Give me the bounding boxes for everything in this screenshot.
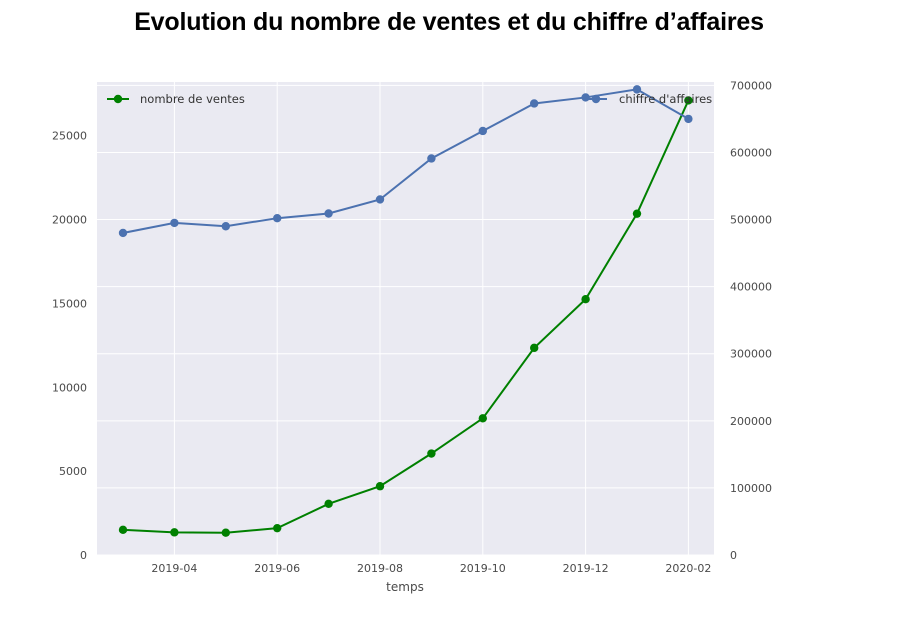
data-point-nombre-de-ventes (581, 295, 590, 304)
data-point-chiffre-d-affaires (170, 218, 179, 228)
right-tick-label: 100000 (730, 482, 772, 495)
x-tick-label: 2019-06 (254, 562, 300, 575)
legend-left: nombre de ventes (107, 92, 245, 106)
data-point-chiffre-d-affaires (530, 99, 539, 108)
chart-title: Evolution du nombre de ventes et du chif… (134, 8, 764, 36)
data-point-chiffre-d-affaires (427, 154, 436, 163)
legend-right: chiffre d'affaires (585, 92, 712, 106)
data-point-chiffre-d-affaires (684, 114, 693, 124)
plot-area (97, 82, 714, 555)
left-axis-ticks: 0 5000 10000 15000 20000 25000 (52, 130, 87, 562)
data-point-nombre-de-ventes (273, 523, 282, 533)
data-point-chiffre-d-affaires (221, 222, 230, 231)
data-point-chiffre-d-affaires (581, 93, 590, 102)
right-tick-label: 300000 (730, 348, 772, 361)
data-point-chiffre-d-affaires (632, 85, 642, 94)
legend-marker (591, 94, 601, 104)
x-axis-ticks: 2019-04 2019-06 2019-08 2019-10 2019-12 2020-… (151, 562, 711, 575)
series-nombre-de-ventes (118, 96, 693, 537)
left-tick-label: 10000 (52, 381, 87, 394)
data-point-nombre-de-ventes (478, 414, 487, 423)
legend-label: nombre de ventes (140, 92, 245, 106)
right-tick-label: 500000 (730, 214, 772, 227)
data-point-nombre-de-ventes (632, 209, 642, 218)
data-point-nombre-de-ventes (375, 482, 385, 491)
right-tick-label: 400000 (730, 281, 772, 294)
data-point-chiffre-d-affaires (375, 195, 385, 204)
legend-marker (113, 94, 123, 104)
left-tick-label: 20000 (52, 214, 87, 227)
left-tick-label: 15000 (52, 297, 87, 310)
left-tick-label: 25000 (52, 130, 87, 143)
right-axis-ticks: 0 100000 200000 300000 400000 500000 600000 700… (730, 79, 772, 562)
left-tick-label: 5000 (59, 465, 87, 478)
data-point-chiffre-d-affaires (478, 126, 487, 136)
data-point-nombre-de-ventes (324, 499, 333, 509)
legend-label: chiffre d'affaires (619, 92, 712, 106)
data-point-chiffre-d-affaires (118, 228, 128, 238)
data-point-nombre-de-ventes (170, 528, 179, 537)
x-axis-label: temps (386, 580, 424, 594)
x-tick-label: 2019-08 (357, 562, 403, 575)
grid-lines (97, 82, 714, 556)
right-tick-label: 200000 (730, 415, 772, 428)
data-point-chiffre-d-affaires (324, 209, 333, 218)
data-point-chiffre-d-affaires (273, 213, 282, 223)
data-point-nombre-de-ventes (118, 525, 128, 535)
x-tick-label: 2019-04 (151, 562, 197, 575)
data-point-nombre-de-ventes (427, 449, 436, 458)
left-tick-label: 0 (80, 549, 87, 562)
data-point-nombre-de-ventes (530, 343, 539, 353)
right-tick-label: 0 (730, 549, 737, 562)
x-tick-label: 2020-02 (665, 562, 711, 575)
data-point-nombre-de-ventes (221, 528, 230, 537)
x-tick-label: 2019-12 (563, 562, 609, 575)
right-tick-label: 600000 (730, 146, 772, 159)
series-line-nombre-de-ventes (122, 100, 690, 534)
right-tick-label: 700000 (730, 79, 772, 92)
x-tick-label: 2019-10 (460, 562, 506, 575)
data-point-nombre-de-ventes (684, 96, 693, 105)
